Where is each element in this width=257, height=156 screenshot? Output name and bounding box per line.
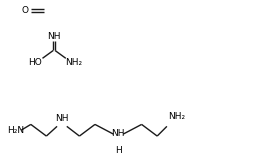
Text: H₂N: H₂N — [7, 126, 24, 135]
Text: NH₂: NH₂ — [168, 112, 185, 121]
Text: H: H — [115, 146, 122, 155]
Text: O: O — [22, 6, 29, 15]
Text: NH: NH — [47, 32, 61, 41]
Text: HO: HO — [28, 58, 42, 67]
Text: NH₂: NH₂ — [65, 58, 82, 67]
Text: NH: NH — [112, 129, 125, 138]
Text: NH: NH — [55, 114, 69, 123]
